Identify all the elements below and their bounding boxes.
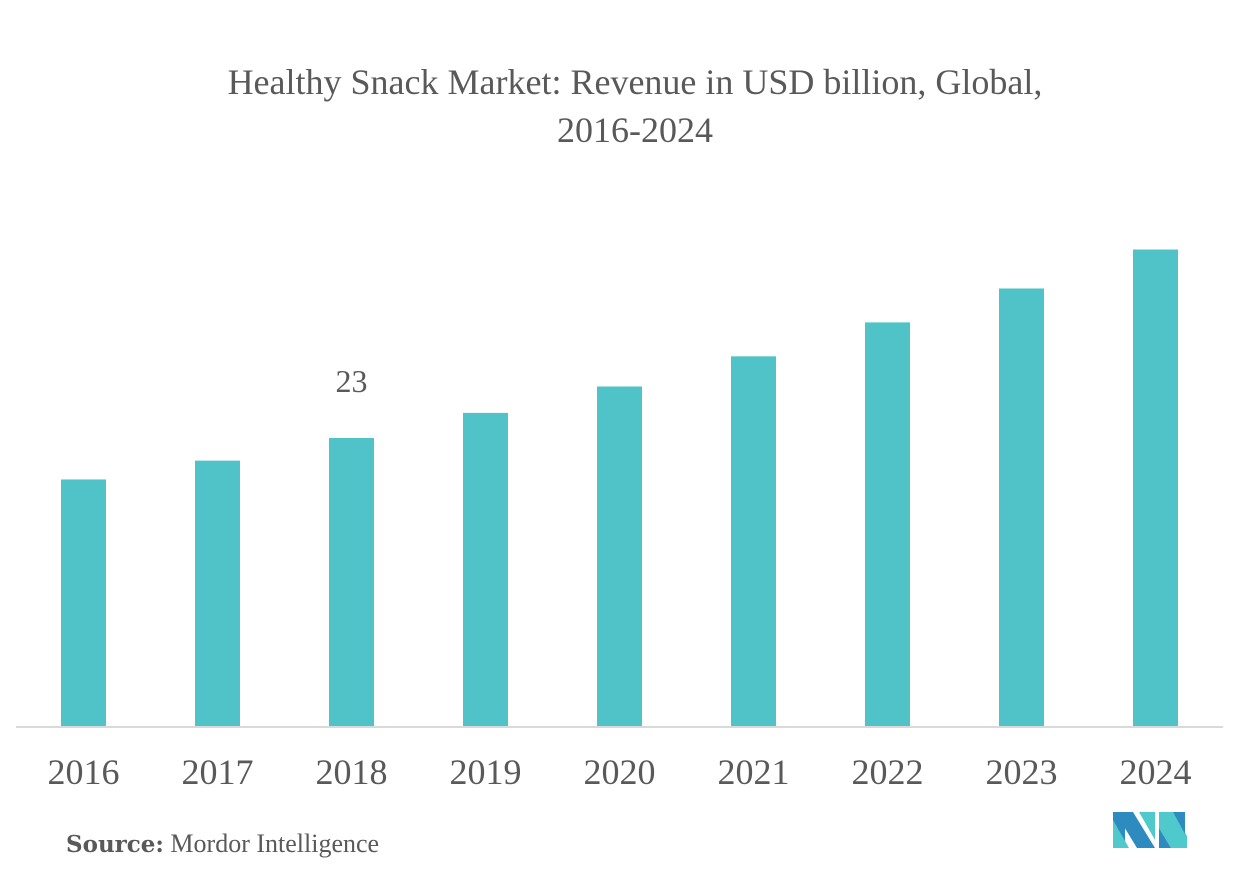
x-tick-label-2016: 2016 <box>48 752 120 792</box>
bar-2016 <box>61 479 106 727</box>
x-tick-label-2019: 2019 <box>450 752 522 792</box>
data-label-2018: 23 <box>336 363 368 399</box>
chart-title-line-1: Healthy Snack Market: Revenue in USD bil… <box>227 62 1043 102</box>
mordor-intelligence-logo-icon <box>1113 812 1187 848</box>
bar-chart: 2016 2017 2018 2019 2020 2021 2022 2023 2024 23 <box>16 249 1223 792</box>
bar-2018 <box>329 438 374 727</box>
chart-subtitle: 2016-2024 <box>557 110 713 150</box>
bars-group <box>61 249 1178 728</box>
bar-2023 <box>999 288 1044 727</box>
bar-2024 <box>1133 249 1178 728</box>
x-tick-label-2021: 2021 <box>718 752 790 792</box>
chart-title: Healthy Snack Market: Revenue in USD bil… <box>0 58 1252 154</box>
x-tick-label-2023: 2023 <box>986 752 1058 792</box>
data-labels: 23 <box>336 363 368 399</box>
source-label: Source: <box>66 831 164 858</box>
bar-2017 <box>195 460 240 727</box>
bar-2020 <box>597 386 642 727</box>
x-tick-label-2024: 2024 <box>1120 752 1192 792</box>
x-tick-label-2017: 2017 <box>182 752 254 792</box>
x-tick-label-2022: 2022 <box>852 752 924 792</box>
source-text: Mordor Intelligence <box>170 829 380 858</box>
source-note: Source: Mordor Intelligence <box>66 829 379 859</box>
x-tick-label-2020: 2020 <box>584 752 656 792</box>
bar-2019 <box>463 412 508 727</box>
bar-2021 <box>731 356 776 727</box>
x-tick-labels: 2016 2017 2018 2019 2020 2021 2022 2023 2024 <box>48 752 1192 792</box>
x-tick-label-2018: 2018 <box>316 752 388 792</box>
bar-2022 <box>865 322 910 727</box>
